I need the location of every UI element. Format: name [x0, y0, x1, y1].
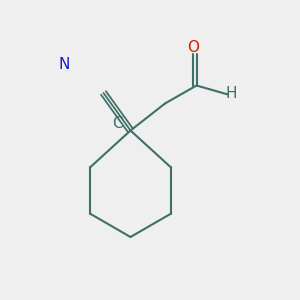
Text: H: H [225, 85, 237, 100]
Text: N: N [59, 57, 70, 72]
Text: O: O [188, 40, 200, 56]
Text: C: C [112, 116, 122, 130]
